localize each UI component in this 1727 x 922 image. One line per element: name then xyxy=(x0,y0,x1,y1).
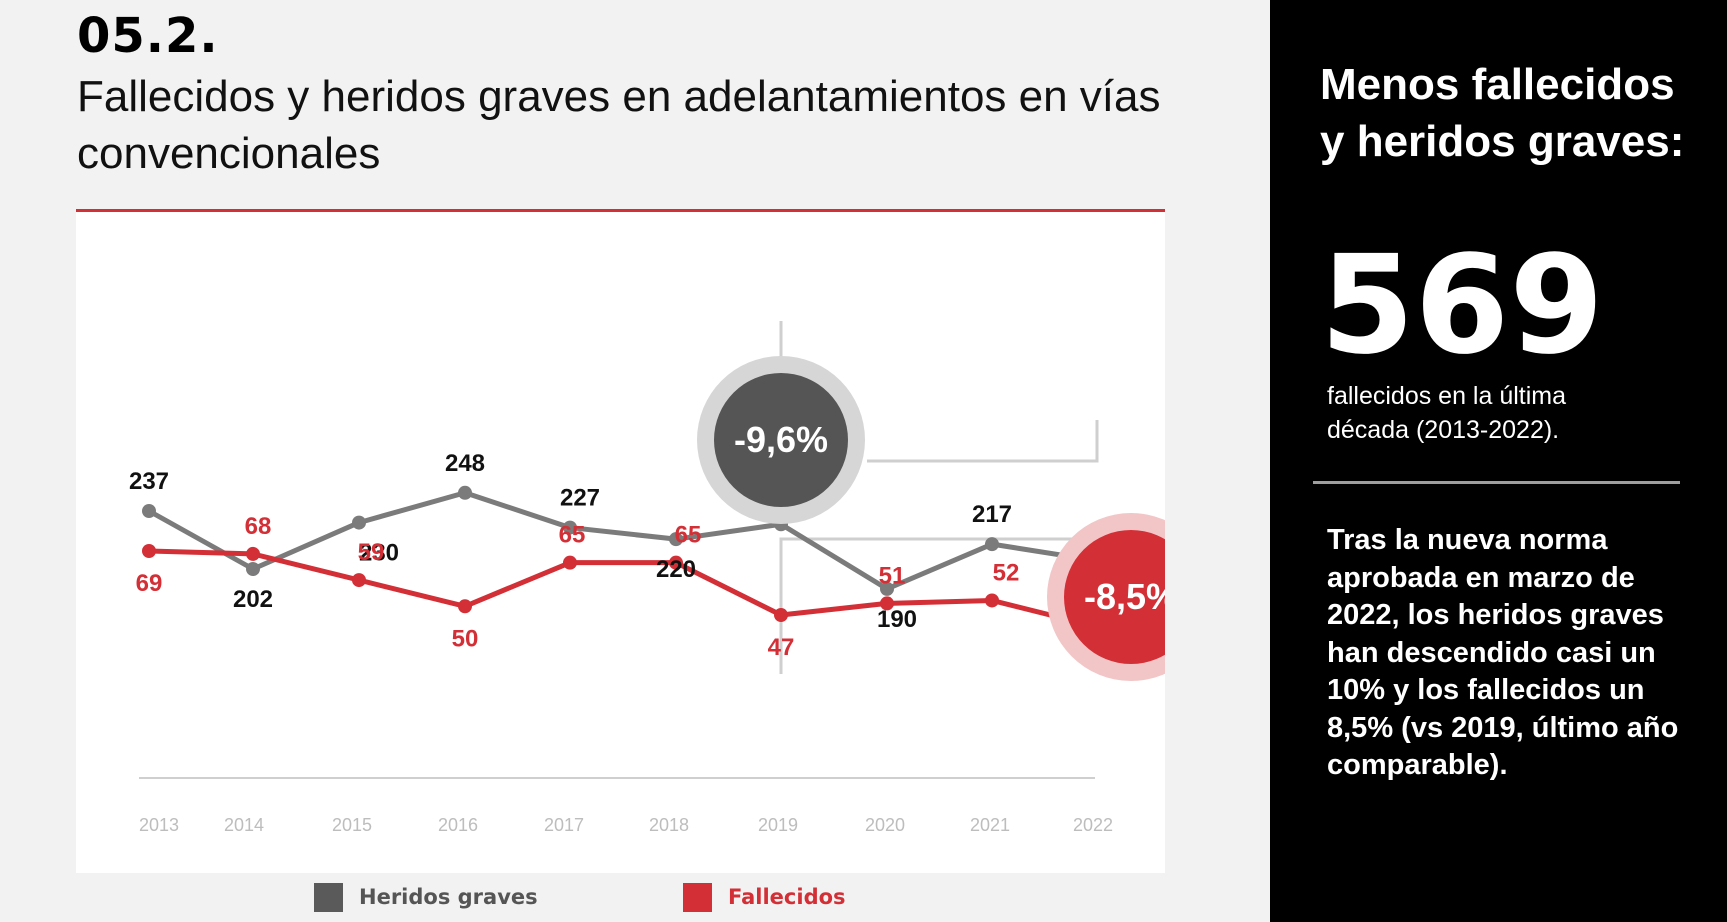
badge-label-heridos: -9,6% xyxy=(734,419,828,460)
data-point-heridos xyxy=(985,537,999,552)
data-point-fallecidos xyxy=(563,555,577,570)
data-point-fallecidos xyxy=(246,546,260,561)
data-point-fallecidos xyxy=(142,544,156,558)
data-point-heridos xyxy=(669,532,683,547)
data-point-fallecidos xyxy=(352,573,366,588)
legend-swatch-fallecidos xyxy=(683,882,712,912)
data-point-heridos xyxy=(352,515,366,530)
data-label-fallecidos: 59 xyxy=(358,539,385,566)
data-point-fallecidos xyxy=(880,596,894,611)
legend-label-fallecidos: Fallecidos xyxy=(728,885,846,909)
sidebar-big-number: 569 xyxy=(1320,227,1604,385)
data-point-fallecidos xyxy=(774,608,788,623)
data-label-fallecidos: 69 xyxy=(136,570,163,597)
x-tick-label: 2015 xyxy=(332,815,372,835)
data-label-fallecidos: 51 xyxy=(879,562,906,589)
x-tick-label: 2016 xyxy=(438,815,478,835)
data-point-heridos xyxy=(142,504,156,518)
main-panel: 05.2. Fallecidos y heridos graves en ade… xyxy=(76,8,1165,912)
data-label-fallecidos: 50 xyxy=(452,625,479,652)
data-label-heridos: 227 xyxy=(560,485,600,512)
badge-label-fallecidos: -8,5% xyxy=(1084,576,1165,617)
chart-area: 2013 2014 2015 2016 2017 2018 2019 2020 2021 2022… xyxy=(76,209,1165,873)
data-label-fallecidos: 65 xyxy=(559,522,586,549)
sidebar-panel: Menos fallecidos y heridos graves: 569 f… xyxy=(1270,0,1727,922)
page-title: Fallecidos y heridos graves en adelantam… xyxy=(77,72,1161,178)
data-label-heridos: 202 xyxy=(233,586,273,613)
data-label-fallecidos: 65 xyxy=(675,522,702,549)
data-label-heridos: 248 xyxy=(445,450,485,477)
data-label-heridos: 237 xyxy=(129,468,169,495)
series-line-heridos xyxy=(147,490,1098,592)
data-point-fallecidos xyxy=(669,555,683,570)
legend-label-heridos: Heridos graves xyxy=(359,885,538,909)
data-point-fallecidos xyxy=(458,599,472,614)
data-point-heridos xyxy=(458,485,472,500)
sidebar-divider xyxy=(1313,481,1680,484)
x-tick-label: 2013 xyxy=(139,815,179,835)
data-label-fallecidos: 47 xyxy=(768,634,795,661)
x-tick-label: 2020 xyxy=(865,815,905,835)
data-point-heridos xyxy=(246,562,260,576)
data-label-heridos: 230 xyxy=(359,540,399,567)
legend-item-fallecidos: Fallecidos xyxy=(683,882,846,912)
data-point-fallecidos xyxy=(985,593,999,608)
legend-item-heridos: Heridos graves xyxy=(314,882,538,912)
data-label-heridos: 220 xyxy=(656,556,696,583)
sidebar-headline: Menos fallecidos y heridos graves: xyxy=(1320,60,1685,166)
x-tick-label: 2021 xyxy=(970,815,1010,835)
line-chart: 2013 2014 2015 2016 2017 2018 2019 2020 2021 2022… xyxy=(129,321,1165,835)
x-tick-label: 2019 xyxy=(758,815,798,835)
x-tick-label: 2018 xyxy=(649,815,689,835)
data-label-fallecidos: 68 xyxy=(245,513,272,540)
section-number: 05.2. xyxy=(77,8,219,64)
data-label-heridos: 190 xyxy=(877,606,917,633)
data-label-fallecidos: 52 xyxy=(993,559,1020,586)
data-point-heridos xyxy=(563,520,577,535)
x-tick-label: 2017 xyxy=(544,815,584,835)
data-point-heridos xyxy=(880,581,894,596)
sidebar-subtitle: fallecidos en la última década (2013-202… xyxy=(1327,382,1567,444)
sidebar-body-text: Tras la nueva norma aprobada en marzo de… xyxy=(1327,524,1679,781)
legend-swatch-heridos xyxy=(314,882,343,912)
x-tick-label: 2022 xyxy=(1073,815,1113,835)
series-line-fallecidos xyxy=(148,548,1098,630)
badge-fallecidos xyxy=(1064,530,1165,664)
badge-heridos xyxy=(714,373,848,507)
data-label-heridos: 217 xyxy=(972,501,1012,528)
x-tick-label: 2014 xyxy=(224,815,264,835)
